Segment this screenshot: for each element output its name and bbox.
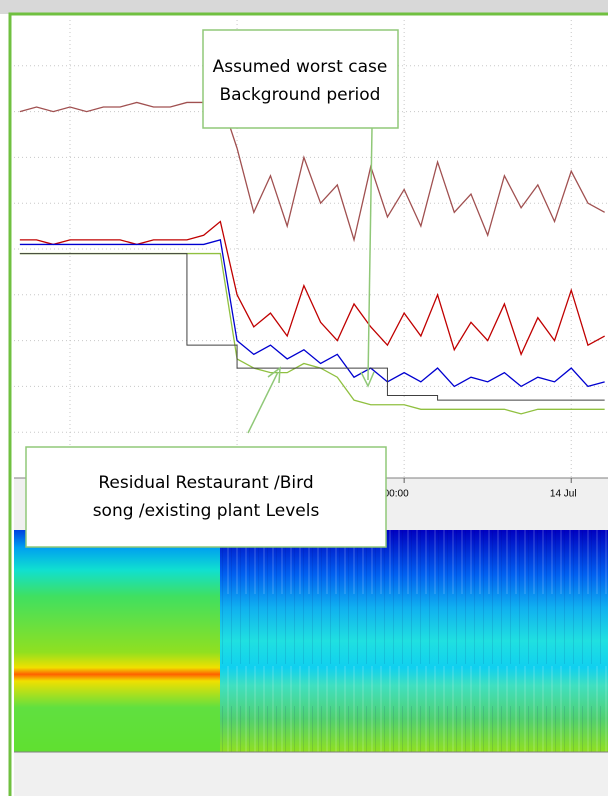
- arrow: [247, 371, 279, 434]
- series-line: [19, 239, 605, 388]
- title-strip: [0, 0, 608, 14]
- arrow-head: [267, 366, 281, 384]
- arrow: [367, 127, 373, 381]
- annotation-box: [25, 446, 387, 548]
- spectrogram-texture: [220, 530, 608, 752]
- annotation: Residual Restaurant /Bird song /existing …: [25, 366, 387, 548]
- spectrogram-left: [14, 530, 220, 752]
- series-line: [19, 220, 605, 357]
- arrow-head: [360, 371, 375, 388]
- annotation-text: Residual Restaurant /Bird: [98, 473, 313, 493]
- annotation-text: song /existing plant Levels: [93, 501, 320, 521]
- x-axis-band: [14, 752, 608, 796]
- x-tick-label: 00:00: [384, 489, 409, 500]
- line-chart: 00:00 14 Jul Assumed worst case Background …: [14, 20, 608, 548]
- annotation: Assumed worst case Background period: [202, 29, 399, 388]
- series-line: [19, 97, 605, 243]
- series-line: [19, 253, 605, 401]
- x-tick-label: 14 Jul: [550, 489, 577, 500]
- annotation-text: Background period: [220, 85, 381, 105]
- frame: [8, 12, 608, 800]
- annotation-text: Assumed worst case: [213, 57, 388, 77]
- annotation-box: [202, 29, 399, 129]
